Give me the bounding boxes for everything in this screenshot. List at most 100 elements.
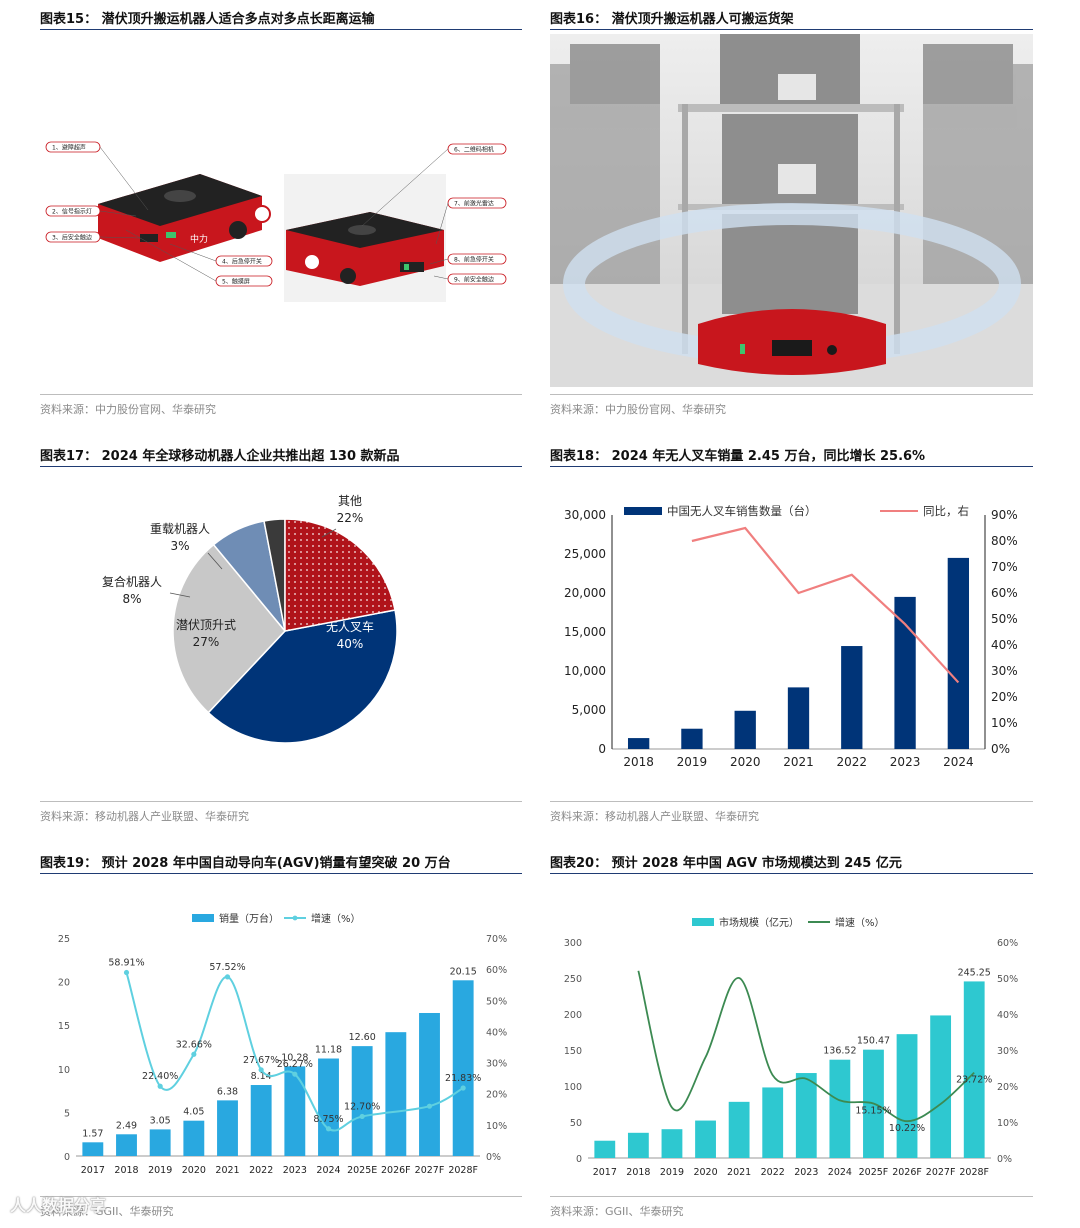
line-data-label: 58.91% [108,958,144,969]
bar-2028F [963,981,985,1158]
bar-data-label: 12.60 [349,1032,376,1043]
bar-data-label: 245.25 [958,967,991,978]
svg-text:8、前急停开关: 8、前急停开关 [454,256,494,264]
line-data-label: 32.66% [176,1039,212,1050]
leader-line-composite [169,592,191,598]
y-tick-label: 5 [64,1108,70,1119]
panel-fig20: 图表20： 预计 2028 年中国 AGV 市场规模达到 245 亿元 0 50 1… [550,850,1033,1220]
pie-label-0: 无人叉车 [326,619,374,634]
line-point-2022 [258,1067,264,1073]
x-tick-label: 2023 [890,755,921,769]
panel-fig18: 图表18： 2024 年无人叉车销量 2.45 万台，同比增长 25.6% 0 5… [550,443,1033,823]
y-tick-label: 0 [576,1154,582,1165]
bar-2024 [318,1058,339,1156]
pie-slice-4 [284,518,396,632]
fig17-title: 图表17： 2024 年全球移动机器人企业共推出超 130 款新品 [40,443,522,467]
bar-2018 [627,1132,649,1158]
x-tick-label: 2022 [761,1167,785,1178]
y2-tick-label: 0% [991,742,1010,756]
pie-label-4: 其他 [338,494,362,508]
x-tick-label: 2027F [415,1165,445,1176]
line-point-2021 [224,974,231,980]
bar-2022 [841,646,863,749]
bar-2028F [452,980,474,1156]
bar-2021 [728,1101,750,1158]
x-tick-label: 2017 [81,1165,105,1176]
svg-text:1、避障超声: 1、避障超声 [52,144,86,152]
x-tick-label: 2018 [623,755,654,769]
bar-2027F [419,1012,440,1156]
x-tick-label: 2019 [660,1167,684,1178]
line-data-label: 22.40% [142,1071,178,1082]
bar-data-label: 4.05 [183,1107,204,1118]
pie-pct-2: 8% [122,592,141,606]
line-point-2023 [292,1071,298,1077]
y2-tick-label: 10% [486,1121,507,1132]
x-tick-label: 2026F [381,1165,411,1176]
x-tick-label: 2023 [283,1165,307,1176]
callout-7: 7、前激光雷达 [435,197,507,245]
y2-tick-label: 30% [991,664,1018,678]
line-data-label: 57.52% [209,962,245,973]
fig19-source: 资料来源：GGII、华泰研究 [40,1196,522,1219]
bar-2020 [695,1120,716,1158]
bar-2018 [627,738,650,749]
pie-pct-1: 27% [193,635,220,649]
growth-line [637,970,975,1123]
callout-2: 2、信号指示灯 [45,205,137,217]
panel-fig15: 图表15： 潜伏顶升搬运机器人适合多点对多点长距离运输 中力 [40,6,522,416]
x-tick-label: 2025F [859,1167,889,1178]
bar-data-label: 150.47 [857,1036,890,1047]
x-tick-label: 2019 [677,755,708,769]
pie-pct-0: 40% [337,637,364,651]
fig17-source: 资料来源：移动机器人产业联盟、华泰研究 [40,801,522,824]
pie-slice-1 [172,543,286,714]
line-point-2028F [460,1085,466,1091]
fig20-title: 图表20： 预计 2028 年中国 AGV 市场规模达到 245 亿元 [550,850,1033,874]
bar-2020 [734,710,756,749]
x-tick-label: 2028F [448,1165,478,1176]
bar-2022 [762,1087,784,1158]
x-tick-label: 2020 [730,755,761,769]
bar-2018 [116,1134,137,1156]
panel-fig17: 图表17： 2024 年全球移动机器人企业共推出超 130 款新品 无人叉车 40… [40,443,522,823]
line-point-2025E [359,1113,365,1120]
y2-tick-label: 70% [991,560,1018,574]
y-tick-label: 25,000 [564,547,606,561]
line-data-label: 12.70% [344,1101,380,1112]
y-tick-label: 250 [564,974,582,985]
line-point-2018 [123,969,130,976]
line-data-label: 23.72% [956,1075,992,1086]
x-tick-label: 2019 [148,1165,172,1176]
bar-2025E [351,1046,373,1156]
robot-brand-mark: 中力 [190,233,208,245]
bar-2023 [894,596,916,749]
line-data-label: 21.83% [445,1073,481,1084]
legend-swatch-bars [692,918,714,926]
y2-tick-label: 10% [991,716,1018,730]
fig15-title: 图表15： 潜伏顶升搬运机器人适合多点对多点长距离运输 [40,6,522,30]
x-tick-label: 2018 [626,1167,650,1178]
bar-data-label: 6.38 [217,1086,238,1097]
y-tick-label: 0 [64,1152,70,1163]
robot-diagram-image: 中力 1、避障超声 2、信号指示灯 3、后安全触边 4、后急停开关 5、触摸屏 [40,134,522,304]
y2-tick-label: 20% [991,690,1018,704]
svg-text:6、二维码相机: 6、二维码相机 [454,146,494,154]
y-tick-label: 15,000 [564,625,606,639]
panel-fig19: 图表19： 预计 2028 年中国自动导向车(AGV)销量有望突破 20 万台 … [40,850,522,1220]
y2-tick-label: 70% [486,934,507,945]
fig18-bar-line-chart: 0 5,000 10,000 15,000 20,000 25,000 30,000 0% 10… [564,504,1018,769]
x-tick-label: 2022 [249,1165,273,1176]
x-tick-label: 2024 [316,1165,340,1176]
y2-tick-label: 90% [991,508,1018,522]
fig15-source: 资料来源：中力股份官网、华泰研究 [40,394,522,417]
y2-tick-label: 40% [997,1010,1018,1021]
shelf-robot-photo [550,34,1033,387]
bar-2024 [829,1059,851,1158]
legend-label-bars: 市场规模（亿元） [719,916,799,929]
y-tick-label: 50 [570,1118,582,1129]
y-tick-label: 100 [564,1082,582,1093]
y2-tick-label: 20% [997,1082,1018,1093]
y-tick-label: 300 [564,938,582,949]
bar-data-label: 10.28 [281,1052,308,1063]
